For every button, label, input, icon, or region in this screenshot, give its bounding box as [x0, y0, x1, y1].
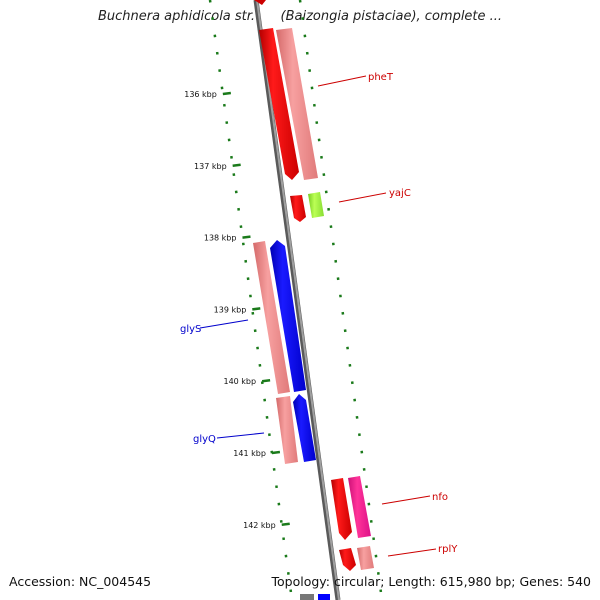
gene-arrow-pheT[interactable]: [259, 28, 299, 180]
rna-feature-rplY[interactable]: [357, 546, 374, 570]
label-line-glyS: [199, 319, 249, 329]
scale-tick-label-138: 138 kbp: [204, 234, 237, 243]
scale-tick-141: [271, 450, 281, 455]
green-feature-yajC[interactable]: [308, 192, 324, 218]
gene-labels: pheT yajC glyS glyQ nfo rplY: [180, 72, 458, 557]
scale-tick-140: [261, 378, 271, 383]
gene-features: [253, 0, 374, 600]
label-line-pheT: [317, 75, 367, 87]
gene-fragment-bottom-b: [318, 594, 330, 600]
rna-feature-glyQ[interactable]: [276, 396, 298, 464]
gene-label-yajC[interactable]: yajC: [389, 188, 411, 199]
scale-tick-137: [232, 163, 241, 168]
scale-tick-138: [242, 235, 251, 239]
gene-label-pheT[interactable]: pheT: [368, 72, 394, 83]
gene-arrow-yajC[interactable]: [290, 195, 306, 222]
accession-text: Accession: NC_004545: [9, 574, 152, 589]
gene-label-glyQ[interactable]: glyQ: [193, 434, 216, 445]
scale-tick-label-141: 141 kbp: [233, 449, 266, 458]
magenta-feature-nfo[interactable]: [348, 476, 371, 538]
label-line-rplY: [387, 548, 437, 557]
label-line-glyQ: [216, 432, 265, 439]
gene-label-rplY[interactable]: rplY: [438, 544, 458, 555]
scale-tick-label-139: 139 kbp: [214, 305, 247, 314]
scale-tick-label-137: 137 kbp: [194, 162, 227, 171]
rna-feature-pheT[interactable]: [276, 28, 318, 180]
gene-fragment-bottom-a: [300, 594, 314, 600]
gene-label-glyS[interactable]: glyS: [180, 324, 201, 335]
gene-arrow-nfo[interactable]: [331, 478, 352, 540]
genome-backbone: [253, 0, 341, 600]
scale-ticks: 136 kbp 137 kbp 138 kbp 139 kbp 140 kbp 141 k…: [184, 90, 290, 530]
gene-arrow-top-partial[interactable]: [254, 0, 266, 5]
gene-arrow-rplY[interactable]: [339, 548, 356, 571]
gene-label-nfo[interactable]: nfo: [432, 492, 448, 503]
label-line-nfo: [381, 495, 431, 505]
label-line-yajC: [338, 192, 387, 203]
scale-tick-label-142: 142 kbp: [243, 521, 276, 530]
scale-tick-136: [222, 91, 232, 96]
scale-tick-label-140: 140 kbp: [223, 377, 256, 386]
rna-feature-glyS[interactable]: [253, 241, 290, 394]
scale-tick-139: [252, 307, 261, 311]
scale-tick-label-136: 136 kbp: [184, 90, 217, 99]
scale-tick-142: [281, 522, 290, 527]
map-title: Buchnera aphidicola str. Bp (Baizongia p…: [97, 9, 503, 24]
gene-arrow-glyS[interactable]: [270, 240, 306, 392]
genome-summary-text: Topology: circular; Length: 615,980 bp; …: [271, 574, 592, 589]
gene-arrow-glyQ[interactable]: [293, 394, 316, 462]
